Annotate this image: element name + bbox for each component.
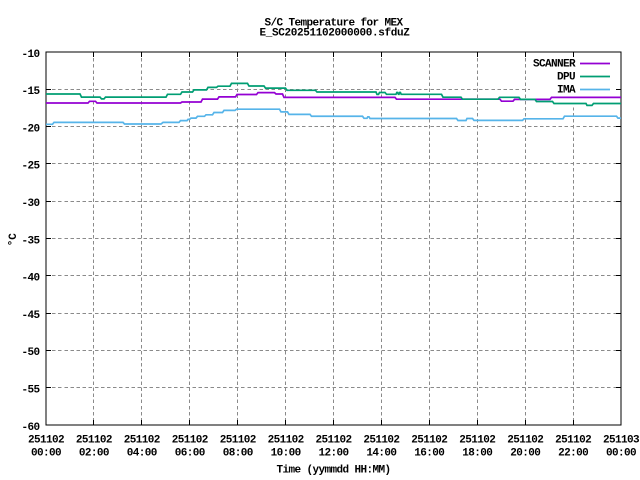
svg-text:Time (yymmdd HH:MM): Time (yymmdd HH:MM) [276, 464, 390, 476]
svg-text:251103: 251103 [603, 434, 640, 446]
svg-text:IMA: IMA [557, 84, 576, 96]
svg-text:251102: 251102 [411, 434, 447, 446]
svg-text:-20: -20 [21, 123, 39, 135]
svg-text:251102: 251102 [172, 434, 208, 446]
svg-text:-60: -60 [21, 422, 39, 434]
svg-text:10:00: 10:00 [271, 447, 301, 459]
svg-text:E_SC20251102000000.sfduZ: E_SC20251102000000.sfduZ [259, 27, 410, 39]
svg-text:16:00: 16:00 [414, 447, 444, 459]
svg-text:-45: -45 [21, 310, 40, 322]
svg-text:251102: 251102 [363, 434, 399, 446]
svg-text:-40: -40 [21, 273, 39, 285]
svg-text:06:00: 06:00 [175, 447, 205, 459]
svg-text:251102: 251102 [220, 434, 256, 446]
svg-text:08:00: 08:00 [223, 447, 253, 459]
svg-text:°C: °C [8, 233, 20, 247]
svg-text:251102: 251102 [28, 434, 64, 446]
svg-text:-30: -30 [21, 198, 39, 210]
svg-text:-15: -15 [21, 86, 40, 98]
svg-text:-55: -55 [21, 385, 40, 397]
svg-text:-50: -50 [21, 347, 39, 359]
svg-text:S/C Temperature for MEX: S/C Temperature for MEX [264, 17, 403, 29]
svg-text:20:00: 20:00 [510, 447, 540, 459]
svg-text:-35: -35 [21, 235, 40, 247]
svg-text:251102: 251102 [507, 434, 543, 446]
svg-text:22:00: 22:00 [558, 447, 588, 459]
svg-text:14:00: 14:00 [366, 447, 396, 459]
svg-text:02:00: 02:00 [79, 447, 109, 459]
svg-text:251102: 251102 [124, 434, 160, 446]
svg-text:-10: -10 [21, 49, 39, 61]
svg-text:SCANNER: SCANNER [533, 58, 576, 70]
svg-text:04:00: 04:00 [127, 447, 157, 459]
svg-text:00:00: 00:00 [606, 447, 636, 459]
svg-text:DPU: DPU [557, 71, 575, 83]
svg-text:00:00: 00:00 [31, 447, 61, 459]
svg-text:12:00: 12:00 [318, 447, 348, 459]
svg-text:-25: -25 [21, 161, 40, 173]
svg-text:251102: 251102 [268, 434, 304, 446]
svg-text:251102: 251102 [555, 434, 591, 446]
svg-text:18:00: 18:00 [462, 447, 492, 459]
svg-text:251102: 251102 [76, 434, 112, 446]
svg-text:251102: 251102 [315, 434, 351, 446]
svg-text:251102: 251102 [459, 434, 495, 446]
